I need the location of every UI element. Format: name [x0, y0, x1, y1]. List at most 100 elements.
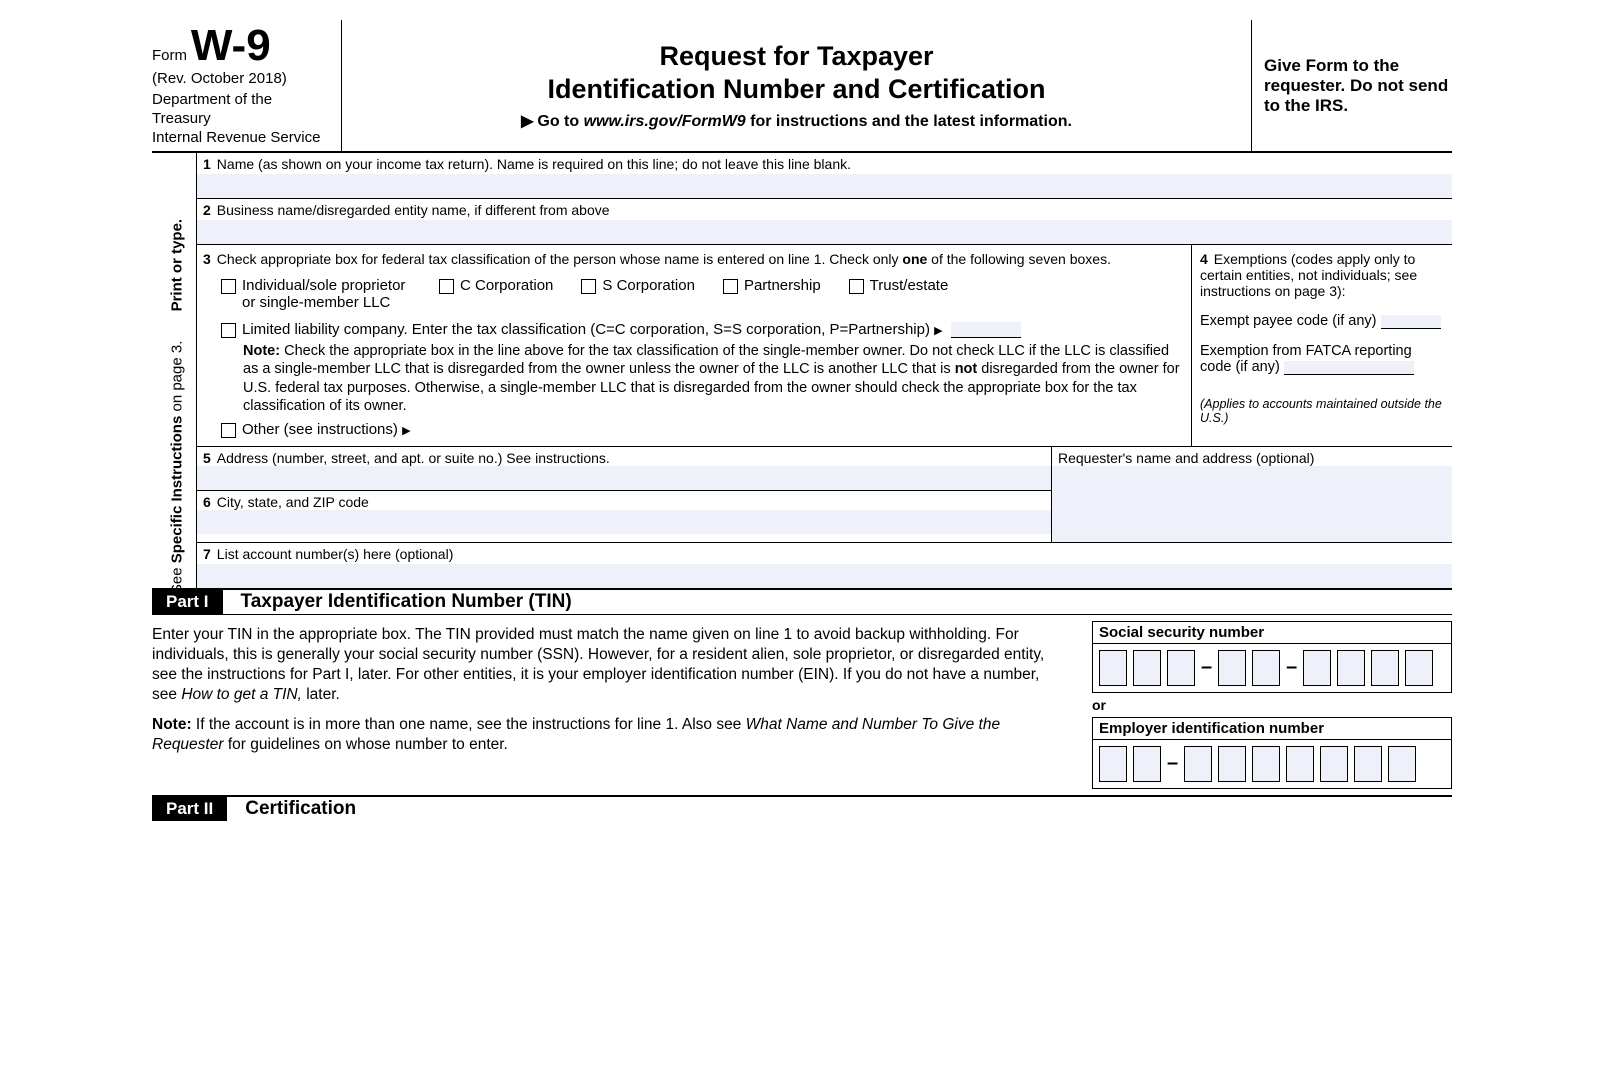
check-llc-row: Limited liability company. Enter the tax…: [221, 321, 1185, 338]
check-partnership-label: Partnership: [744, 277, 821, 294]
check-trust[interactable]: Trust/estate: [849, 277, 949, 294]
note-label: Note:: [243, 343, 280, 359]
ssn-digit[interactable]: [1303, 650, 1331, 686]
sidebar-specific: Specific Instructions: [169, 416, 186, 564]
llc-classification-input[interactable]: [951, 322, 1021, 338]
exempt-payee-label: Exempt payee code (if any): [1200, 313, 1377, 329]
exempt-payee-row: Exempt payee code (if any): [1200, 313, 1444, 329]
exempt-payee-input[interactable]: [1381, 315, 1441, 329]
ein-frame: –: [1092, 739, 1452, 789]
line-4-num: 4: [1200, 251, 1208, 267]
revision: (Rev. October 2018): [152, 70, 329, 87]
tin-section: Enter your TIN in the appropriate box. T…: [152, 621, 1452, 789]
section-3: 3 Check appropriate box for federal tax c…: [197, 245, 1192, 446]
goto-url: www.irs.gov/FormW9: [584, 113, 746, 130]
checkbox-icon[interactable]: [439, 279, 454, 294]
ssn-digit[interactable]: [1252, 650, 1280, 686]
checkbox-icon[interactable]: [849, 279, 864, 294]
ein-digit[interactable]: [1388, 746, 1416, 782]
llc-note: Note: Check the appropriate box in the l…: [243, 342, 1185, 415]
part-1-title: Taxpayer Identification Number (TIN): [241, 591, 572, 613]
line-3-num: 3: [203, 251, 211, 267]
checkbox-icon[interactable]: [221, 423, 236, 438]
ssn-digit[interactable]: [1371, 650, 1399, 686]
ein-digit[interactable]: [1286, 746, 1314, 782]
header-right-notice: Give Form to the requester. Do not send …: [1252, 20, 1452, 151]
form-number: W-9: [191, 21, 271, 70]
check-other-row: Other (see instructions): [221, 421, 1185, 438]
arrow-icon: [934, 321, 946, 338]
line-1-text: Name (as shown on your income tax return…: [217, 156, 851, 172]
ssn-digit[interactable]: [1133, 650, 1161, 686]
ssn-digit[interactable]: [1337, 650, 1365, 686]
ein-digit[interactable]: [1218, 746, 1246, 782]
check-ccorp[interactable]: C Corporation: [439, 277, 553, 294]
line-2: 2Business name/disregarded entity name, …: [197, 199, 1452, 245]
sidebar-print: Print or type.: [169, 219, 186, 312]
ssn-digit[interactable]: [1167, 650, 1195, 686]
ein-digit[interactable]: [1252, 746, 1280, 782]
checkbox-icon[interactable]: [581, 279, 596, 294]
tin-p2-c: for guidelines on whose number to enter.: [224, 736, 508, 753]
business-name-input[interactable]: [197, 220, 1452, 244]
section-4: 4Exemptions (codes apply only to certain…: [1192, 245, 1452, 446]
dash-icon: –: [1286, 656, 1297, 679]
goto-suffix: for instructions and the latest informat…: [746, 113, 1072, 130]
ssn-digit[interactable]: [1099, 650, 1127, 686]
arrow-icon: [402, 421, 414, 438]
account-numbers-input[interactable]: [197, 564, 1452, 588]
checkbox-icon[interactable]: [221, 323, 236, 338]
body-row: See Specific Instructions on page 3. Pri…: [152, 153, 1452, 588]
department: Department of the Treasury Internal Reve…: [152, 91, 329, 147]
section-3-4: 3 Check appropriate box for federal tax c…: [197, 245, 1452, 447]
check-partnership[interactable]: Partnership: [723, 277, 821, 294]
ssn-label: Social security number: [1092, 621, 1452, 643]
form-header: Form W-9 (Rev. October 2018) Department …: [152, 20, 1452, 153]
dash-icon: –: [1167, 752, 1178, 775]
checkbox-icon[interactable]: [221, 279, 236, 294]
ein-digit[interactable]: [1354, 746, 1382, 782]
ein-digit[interactable]: [1184, 746, 1212, 782]
tin-p1-c: later.: [302, 686, 340, 703]
line-3-a: Check appropriate box for federal tax cl…: [217, 251, 903, 267]
goto-line: ▶Go to www.irs.gov/FormW9 for instructio…: [358, 111, 1235, 131]
ssn-digit[interactable]: [1405, 650, 1433, 686]
city-state-zip-input[interactable]: [197, 510, 1051, 534]
form-title: Request for Taxpayer Identification Numb…: [358, 40, 1235, 105]
tin-note-label: Note:: [152, 716, 192, 733]
check-scorp[interactable]: S Corporation: [581, 277, 695, 294]
address-input[interactable]: [197, 466, 1051, 490]
line-6-text: City, state, and ZIP code: [217, 494, 369, 510]
ein-digit[interactable]: [1099, 746, 1127, 782]
main-column: 1 Name (as shown on your income tax retur…: [197, 153, 1452, 588]
line-5-num: 5: [203, 450, 211, 466]
header-center: Request for Taxpayer Identification Numb…: [342, 20, 1252, 151]
requester-label: Requester's name and address (optional): [1052, 447, 1452, 466]
line-7-text: List account number(s) here (optional): [217, 546, 454, 562]
line-2-num: 2: [203, 202, 211, 218]
name-input[interactable]: [197, 174, 1452, 198]
line-1-num: 1: [203, 156, 211, 172]
line-5-text: Address (number, street, and apt. or sui…: [217, 450, 610, 466]
checkbox-icon[interactable]: [723, 279, 738, 294]
tin-p2-a: If the account is in more than one name,…: [192, 716, 746, 733]
check-ccorp-label: C Corporation: [460, 277, 553, 294]
ssn-digit[interactable]: [1218, 650, 1246, 686]
ein-digit[interactable]: [1320, 746, 1348, 782]
address-left: 5 Address (number, street, and apt. or su…: [197, 447, 1052, 542]
check-trust-label: Trust/estate: [870, 277, 949, 294]
fatca-input[interactable]: [1284, 361, 1414, 375]
ein-digit[interactable]: [1133, 746, 1161, 782]
requester-input[interactable]: [1052, 466, 1452, 542]
tin-instructions: Enter your TIN in the appropriate box. T…: [152, 621, 1062, 789]
part-2-title: Certification: [245, 798, 356, 820]
dash-icon: –: [1201, 656, 1212, 679]
line-7-num: 7: [203, 546, 211, 562]
ssn-frame: – –: [1092, 643, 1452, 693]
sidebar-text: See Specific Instructions on page 3. Pri…: [169, 162, 186, 652]
tin-p1-b: How to get a TIN,: [181, 686, 302, 703]
ein-label: Employer identification number: [1092, 717, 1452, 739]
check-other-label: Other (see instructions): [242, 421, 402, 438]
check-individual-label: Individual/sole proprietor or single-mem…: [242, 277, 411, 311]
check-individual[interactable]: Individual/sole proprietor or single-mem…: [221, 277, 411, 311]
